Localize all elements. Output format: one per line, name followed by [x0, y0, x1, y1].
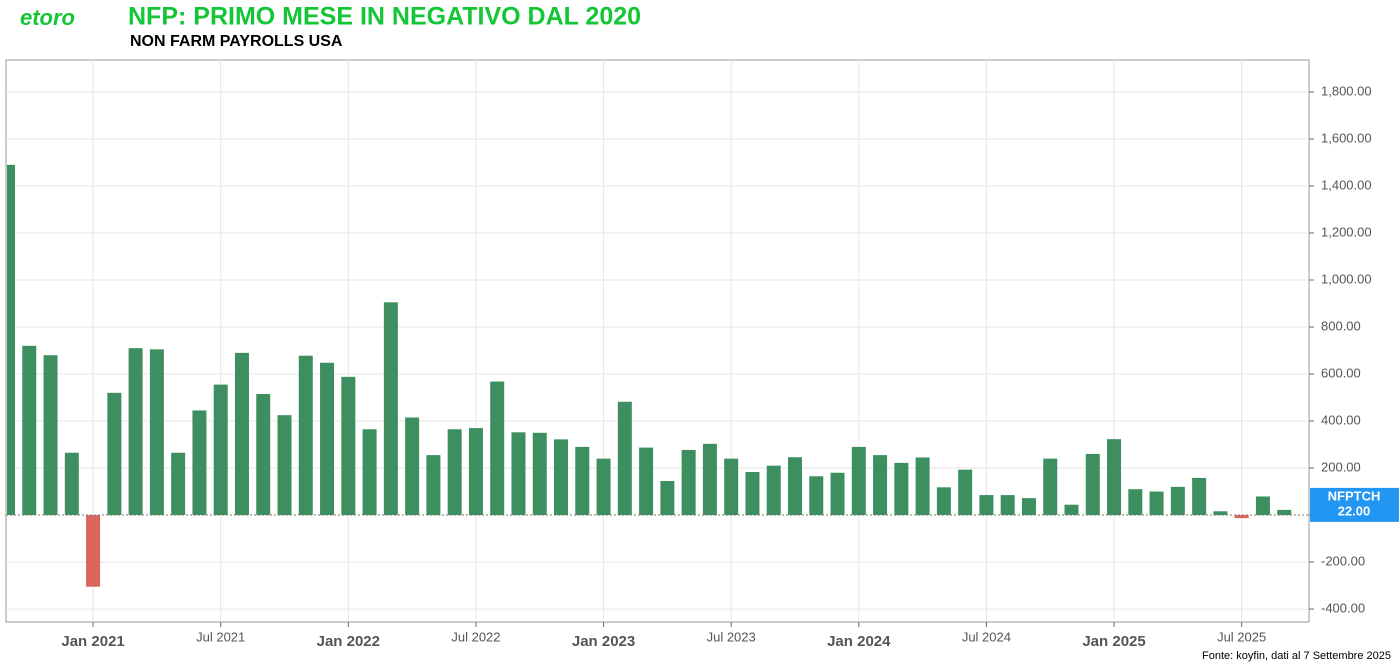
bar — [809, 476, 824, 516]
brand-logo: etoro — [20, 5, 75, 30]
y-tick-label: 1,200.00 — [1321, 224, 1372, 239]
bar — [766, 465, 781, 516]
bar — [7, 164, 15, 516]
bar — [405, 417, 420, 516]
bar — [1149, 491, 1164, 516]
bar — [213, 384, 228, 516]
bar — [873, 455, 888, 516]
x-tick-label: Jan 2023 — [572, 633, 635, 650]
y-tick-label: 1,000.00 — [1321, 271, 1372, 286]
x-tick-label: Jan 2021 — [61, 633, 124, 650]
y-tick-label: -400.00 — [1321, 601, 1365, 616]
bar — [1085, 453, 1100, 516]
bar — [277, 415, 292, 516]
bar — [1000, 495, 1015, 516]
bar — [724, 458, 739, 516]
bar — [426, 455, 441, 516]
bar — [107, 392, 122, 516]
badge-name: NFPTCH — [1328, 488, 1381, 503]
bar — [830, 472, 845, 516]
bar — [617, 401, 632, 516]
x-tick-label: Jan 2025 — [1082, 633, 1145, 650]
x-tick-label: Jul 2024 — [962, 629, 1011, 644]
bar — [128, 348, 143, 516]
bar — [936, 487, 951, 516]
bar — [787, 457, 802, 516]
bar — [1107, 439, 1122, 516]
bar — [1234, 515, 1249, 519]
bar — [660, 480, 675, 516]
bar — [1213, 511, 1228, 516]
y-tick-label: 600.00 — [1321, 365, 1361, 380]
last-value-badge — [1310, 487, 1399, 522]
bar — [979, 495, 994, 516]
bar — [362, 429, 377, 516]
bar — [86, 515, 101, 587]
bar — [1192, 477, 1207, 516]
x-tick-label: Jul 2022 — [451, 629, 500, 644]
y-tick-label: 1,400.00 — [1321, 177, 1372, 192]
y-tick-label: 1,600.00 — [1321, 130, 1372, 145]
bar — [1064, 504, 1079, 516]
x-tick-label: Jan 2022 — [317, 633, 380, 650]
bar — [490, 381, 505, 516]
bar — [894, 462, 909, 516]
source-note: Fonte: koyfin, dati al 7 Settembre 2025 — [1202, 650, 1391, 662]
bar — [447, 429, 462, 516]
y-tick-label: 800.00 — [1321, 318, 1361, 333]
bar — [192, 410, 207, 516]
chart-title: NFP: PRIMO MESE IN NEGATIVO DAL 2020 — [128, 3, 641, 31]
bar — [1170, 486, 1185, 516]
bar — [320, 362, 335, 516]
badge-value: 22.00 — [1338, 503, 1371, 518]
bar — [341, 376, 356, 516]
x-tick-label: Jul 2021 — [196, 629, 245, 644]
bar — [234, 352, 249, 516]
bar — [22, 345, 37, 516]
bar — [149, 349, 164, 516]
bar — [511, 432, 526, 516]
bar — [1128, 489, 1143, 516]
y-tick-label: 200.00 — [1321, 459, 1361, 474]
x-tick-label: Jul 2023 — [707, 629, 756, 644]
bar — [1277, 509, 1292, 516]
bar — [915, 457, 930, 516]
bar — [575, 446, 590, 516]
bar — [256, 394, 271, 516]
bar — [851, 446, 866, 516]
plot-frame — [5, 59, 1310, 623]
bar — [468, 428, 483, 516]
bar — [298, 355, 313, 516]
bar — [1255, 496, 1270, 516]
bar — [383, 302, 398, 516]
bar — [681, 449, 696, 516]
bar — [1043, 458, 1058, 516]
bar — [639, 447, 654, 516]
bar — [702, 443, 717, 516]
bar — [958, 469, 973, 516]
bar — [64, 452, 79, 516]
bar — [596, 458, 611, 516]
x-tick-label: Jan 2024 — [827, 633, 891, 650]
chart-subtitle: NON FARM PAYROLLS USA — [130, 33, 343, 50]
bar — [745, 472, 760, 516]
bar — [43, 355, 58, 516]
bar — [1021, 498, 1036, 516]
bar — [554, 439, 569, 516]
y-tick-label: 400.00 — [1321, 412, 1361, 427]
x-tick-label: Jul 2025 — [1217, 629, 1266, 644]
y-tick-label: -200.00 — [1321, 554, 1365, 569]
bar — [532, 432, 547, 516]
y-tick-label: 1,800.00 — [1321, 83, 1372, 98]
bar — [171, 452, 186, 516]
